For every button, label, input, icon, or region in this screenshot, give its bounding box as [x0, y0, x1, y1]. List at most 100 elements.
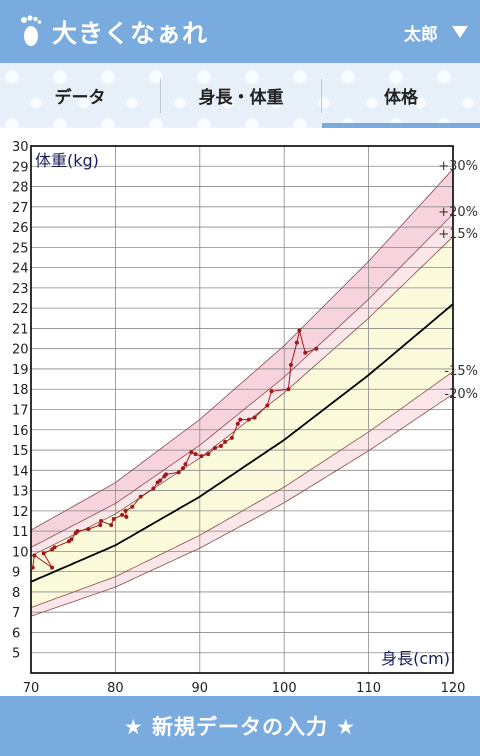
user-name[interactable]: 太郎 [404, 25, 438, 45]
x-tick-label: 80 [107, 681, 124, 696]
data-point [130, 504, 135, 509]
tab-divider [160, 79, 161, 113]
data-point [294, 340, 299, 345]
data-point [99, 518, 104, 523]
data-point [303, 350, 308, 355]
app-title: 大きくなぁれ [52, 19, 209, 48]
y-tick-label: 23 [12, 282, 29, 297]
y-tick-label: 26 [12, 221, 29, 236]
band-plus20-plus30 [31, 169, 453, 548]
band-line [31, 213, 453, 548]
curve-label: +20% [438, 205, 478, 220]
y-tick-label: 28 [12, 181, 29, 196]
x-tick-label: 100 [272, 681, 297, 696]
y-tick-label: 20 [12, 343, 29, 358]
y-tick-label: 24 [12, 262, 29, 277]
y-tick-label: 12 [12, 505, 29, 520]
data-point [32, 553, 37, 558]
chart-area: 5 6 7 8 9 10 11 12 13 14 15 16 17 18 19 20 21 22 23 24 25 26 2… [0, 128, 480, 696]
y-tick-label: 13 [12, 485, 29, 500]
data-point [180, 466, 185, 471]
y-tick-label: 17 [12, 404, 29, 419]
data-point [111, 516, 116, 521]
data-point [193, 452, 198, 457]
y-tick-label: 11 [12, 525, 29, 540]
standard-line [31, 303, 453, 583]
data-point [235, 421, 240, 426]
y-tick-label: 15 [12, 444, 29, 459]
y-tick-label: 29 [12, 160, 29, 175]
triangle-down-icon[interactable] [450, 24, 470, 40]
bands-group [31, 169, 453, 617]
band-line [31, 168, 453, 531]
y-tick-label: 5 [12, 647, 20, 662]
data-point [176, 470, 181, 475]
curve-label: +30% [438, 159, 478, 174]
y-tick-label: 7 [12, 606, 20, 621]
curve-label: -15% [444, 364, 478, 379]
y-tick-label: 25 [12, 241, 29, 256]
x-tick-label: 70 [23, 681, 40, 696]
tab-data[interactable]: データ [54, 88, 106, 108]
data-point [50, 565, 55, 570]
band-normal [31, 236, 453, 608]
data-point [109, 523, 114, 528]
y-axis-title: 体重(kg) [35, 151, 99, 170]
curve-label: +15% [438, 227, 478, 242]
tab-height-weight[interactable]: 身長・体重 [198, 88, 284, 108]
y-tick-label: 16 [12, 424, 29, 439]
data-point [41, 551, 46, 556]
footprint-icon [21, 15, 42, 46]
data-point [246, 417, 251, 422]
x-tick-label: 90 [192, 681, 209, 696]
title-bar: 大きくなぁれ 太郎 [0, 0, 480, 63]
data-point [218, 443, 223, 448]
y-tick-label: 27 [12, 201, 29, 216]
data-point [151, 486, 156, 491]
data-point [199, 454, 204, 459]
y-tick-label: 19 [12, 363, 29, 378]
data-point [269, 389, 274, 394]
data-point [124, 514, 129, 519]
tab-bar: データ 身長・体重 体格 [0, 63, 480, 128]
tab-physique[interactable]: 体格 [384, 88, 418, 108]
data-point [69, 537, 74, 542]
data-point [164, 472, 169, 477]
y-tick-label: 21 [12, 322, 29, 337]
data-point [86, 527, 91, 532]
y-tick-label: 6 [12, 626, 20, 641]
x-tick-label: 120 [441, 681, 466, 696]
new-data-button[interactable]: ★ 新規データの入力 ★ [0, 696, 480, 756]
data-point [189, 450, 194, 455]
y-tick-label: 18 [12, 383, 29, 398]
data-point [252, 415, 257, 420]
data-point [120, 512, 125, 517]
data-point [223, 439, 228, 444]
tab-divider [321, 79, 322, 113]
y-tick-label: 22 [12, 302, 29, 317]
plot-frame [30, 145, 454, 674]
data-point [30, 565, 35, 570]
data-point [75, 529, 80, 534]
data-point [158, 478, 163, 483]
data-point [286, 387, 291, 392]
data-point [238, 417, 243, 422]
tab-selected-indicator [322, 123, 480, 128]
data-point [314, 346, 319, 351]
band-line [31, 371, 453, 608]
data-point [229, 435, 234, 440]
data-point [265, 403, 270, 408]
data-point [98, 523, 103, 528]
data-point [138, 494, 143, 499]
y-tick-label: 10 [12, 545, 29, 560]
y-tick-label: 8 [12, 586, 20, 601]
data-point [123, 508, 128, 513]
data-point [183, 462, 188, 467]
y-tick-label: 9 [12, 566, 20, 581]
data-point [212, 446, 217, 451]
data-point [206, 452, 211, 457]
growth-chart: 5 6 7 8 9 10 11 12 13 14 15 16 17 18 19 20 21 22 23 24 25 26 2… [12, 140, 478, 696]
curve-label: -20% [444, 387, 478, 402]
data-point [297, 328, 302, 333]
band-line [31, 393, 453, 617]
